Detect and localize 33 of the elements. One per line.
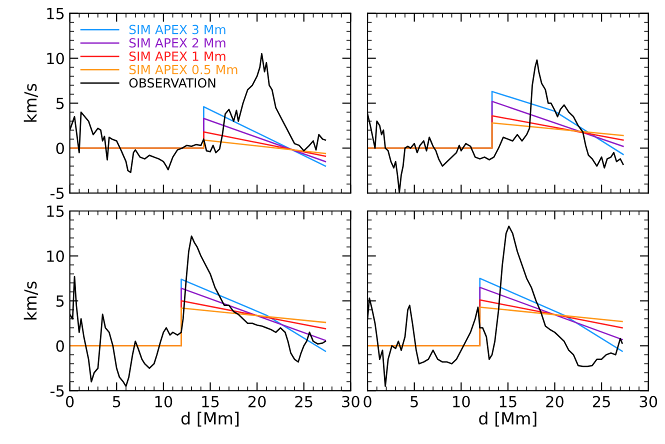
- x-tick-label: 10: [453, 396, 470, 408]
- x-tick-label: 15: [500, 396, 516, 408]
- x-tick-label: 30: [342, 396, 360, 408]
- x-tick-label: 20: [248, 396, 266, 408]
- legend-label: SIM APEX 3 Mm: [129, 24, 226, 34]
- y-tick-label: 0: [56, 340, 64, 352]
- x-tick-label: 5: [410, 396, 418, 408]
- y-tick-label: 10: [47, 250, 64, 262]
- x-tick-label: 20: [546, 396, 564, 408]
- y-tick-label: 15: [47, 206, 64, 218]
- y-tick-label: 5: [56, 98, 64, 110]
- x-tick-label: 15: [202, 396, 219, 408]
- x-tick-label: 25: [592, 396, 610, 408]
- y-axis-title: km/s: [24, 282, 38, 320]
- y-tick-label: 5: [56, 296, 64, 307]
- y-axis-title: km/s: [24, 84, 38, 122]
- x-tick-label: 30: [640, 396, 658, 408]
- y-tick-label: -5: [50, 188, 64, 200]
- x-tick-label: 5: [112, 396, 120, 408]
- y-tick-label: -5: [50, 385, 64, 397]
- x-tick-label: 0: [364, 396, 372, 408]
- legend-label: SIM APEX 2 Mm: [129, 38, 226, 48]
- y-tick-label: 10: [47, 52, 64, 64]
- x-axis-title: d [Mm]: [181, 412, 239, 427]
- legend-label: SIM APEX 0.5 Mm: [129, 64, 238, 74]
- legend-label: SIM APEX 1 Mm: [129, 51, 226, 61]
- x-axis-title: d [Mm]: [479, 412, 536, 427]
- x-tick-label: 10: [155, 396, 172, 408]
- y-tick-label: 15: [47, 8, 64, 20]
- x-tick-label: 0: [66, 396, 74, 408]
- y-tick-label: 0: [56, 142, 64, 154]
- x-tick-label: 25: [295, 396, 312, 408]
- legend-label: OBSERVATION: [129, 78, 216, 88]
